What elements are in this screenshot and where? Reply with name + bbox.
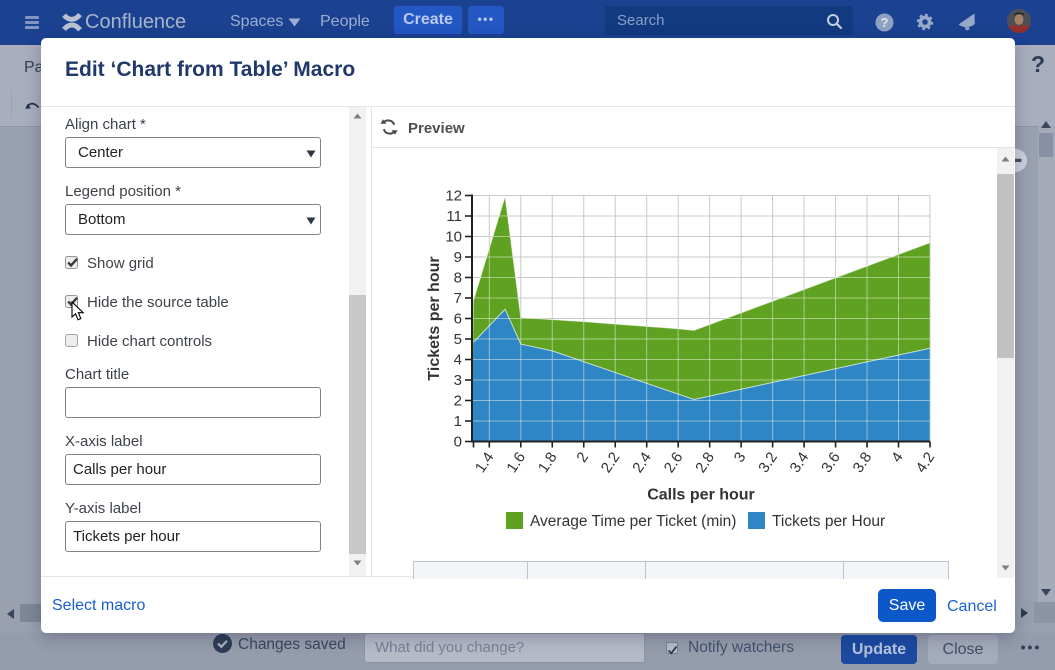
- svg-text:11: 11: [446, 208, 462, 225]
- svg-text:3.6: 3.6: [818, 449, 844, 476]
- svg-text:3.8: 3.8: [850, 449, 876, 476]
- svg-text:12: 12: [445, 188, 462, 205]
- svg-text:Average Time per Ticket (min): Average Time per Ticket (min): [530, 513, 736, 530]
- svg-text:2.2: 2.2: [598, 449, 624, 476]
- svg-text:Calls per hour: Calls per hour: [647, 487, 755, 504]
- svg-text:2: 2: [454, 393, 462, 410]
- svg-text:3.2: 3.2: [755, 449, 781, 476]
- svg-text:Tickets per Hour: Tickets per Hour: [772, 513, 885, 530]
- svg-text:4.2: 4.2: [913, 449, 939, 476]
- svg-text:0: 0: [454, 434, 462, 451]
- svg-text:5: 5: [454, 331, 462, 348]
- svg-text:7: 7: [454, 290, 462, 307]
- svg-text:Tickets per hour: Tickets per hour: [426, 256, 443, 380]
- svg-text:1.6: 1.6: [503, 449, 529, 476]
- svg-text:1.4: 1.4: [472, 449, 498, 476]
- svg-text:?: ?: [881, 15, 889, 30]
- svg-text:10: 10: [445, 229, 462, 246]
- svg-text:2.4: 2.4: [629, 449, 655, 476]
- svg-text:6: 6: [454, 311, 462, 328]
- svg-text:8: 8: [454, 270, 462, 287]
- svg-text:3: 3: [731, 449, 750, 465]
- svg-text:3.4: 3.4: [787, 449, 813, 476]
- svg-text:4: 4: [888, 449, 907, 465]
- svg-text:9: 9: [454, 249, 462, 266]
- svg-text:1: 1: [454, 413, 462, 430]
- svg-text:3: 3: [454, 372, 462, 389]
- svg-text:1.8: 1.8: [535, 449, 561, 476]
- svg-text:2.8: 2.8: [692, 449, 718, 476]
- svg-text:2.6: 2.6: [661, 449, 687, 476]
- svg-text:2: 2: [573, 449, 592, 465]
- svg-text:4: 4: [454, 352, 462, 369]
